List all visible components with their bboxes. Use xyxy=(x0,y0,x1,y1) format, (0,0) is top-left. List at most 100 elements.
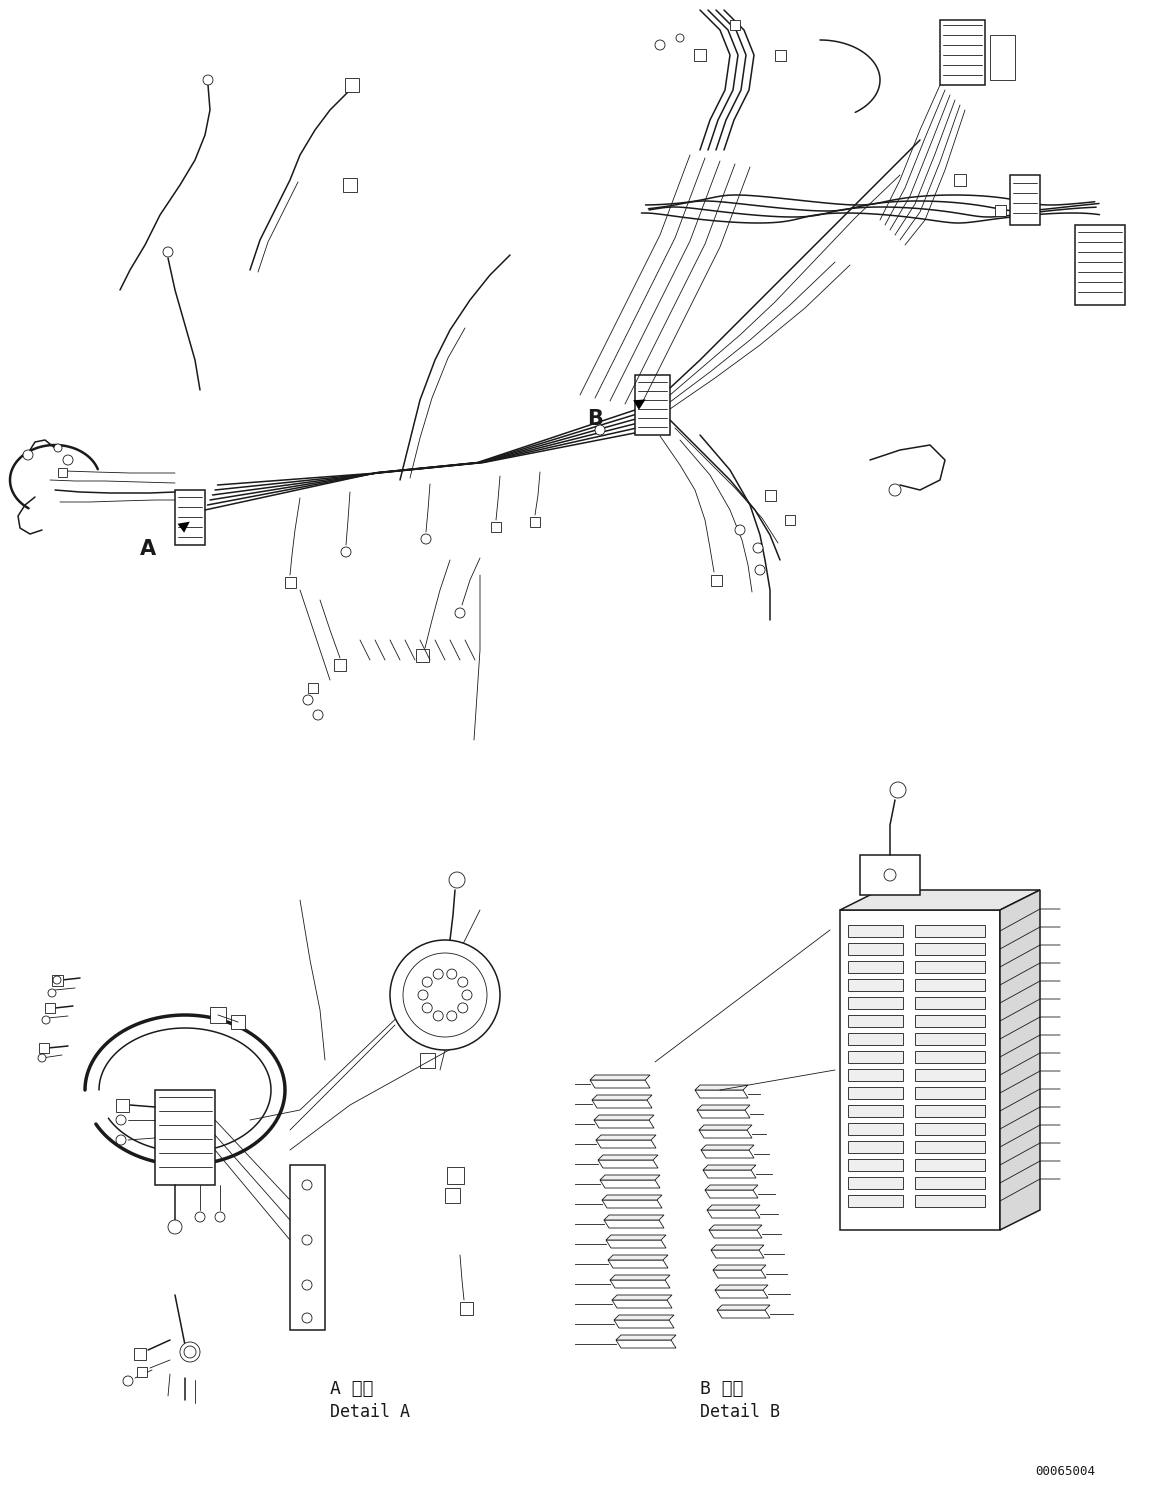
Polygon shape xyxy=(718,1305,770,1309)
Polygon shape xyxy=(608,1260,668,1268)
Bar xyxy=(954,174,966,186)
Polygon shape xyxy=(709,1231,762,1238)
Polygon shape xyxy=(616,1335,676,1341)
Circle shape xyxy=(184,1347,197,1359)
Bar xyxy=(996,205,1006,216)
Bar xyxy=(848,1051,902,1062)
Circle shape xyxy=(421,534,431,545)
Bar xyxy=(848,943,902,955)
Circle shape xyxy=(433,969,443,979)
Bar xyxy=(915,943,985,955)
Circle shape xyxy=(390,940,500,1051)
Polygon shape xyxy=(614,1320,675,1327)
Bar xyxy=(848,1195,902,1207)
Polygon shape xyxy=(602,1199,662,1208)
Bar xyxy=(840,911,1000,1231)
Polygon shape xyxy=(702,1165,756,1170)
Polygon shape xyxy=(594,1115,654,1120)
Bar xyxy=(915,1051,985,1062)
Polygon shape xyxy=(604,1216,664,1220)
Circle shape xyxy=(116,1115,126,1125)
Bar xyxy=(530,516,540,527)
Polygon shape xyxy=(697,1110,750,1117)
Bar xyxy=(915,1068,985,1080)
Bar xyxy=(785,515,795,525)
Bar xyxy=(345,77,359,92)
Circle shape xyxy=(458,978,468,987)
Bar xyxy=(848,979,902,991)
Text: A: A xyxy=(140,539,156,559)
Circle shape xyxy=(449,872,465,888)
Polygon shape xyxy=(595,1140,656,1149)
Polygon shape xyxy=(707,1210,759,1219)
Polygon shape xyxy=(611,1275,670,1280)
Circle shape xyxy=(123,1376,133,1385)
Bar xyxy=(848,1106,902,1117)
Circle shape xyxy=(404,952,487,1037)
Polygon shape xyxy=(616,1341,676,1348)
Polygon shape xyxy=(697,1106,750,1110)
Text: 00065004: 00065004 xyxy=(1035,1466,1096,1478)
Circle shape xyxy=(302,1280,312,1290)
Bar xyxy=(58,469,67,478)
Polygon shape xyxy=(702,1170,756,1178)
Bar xyxy=(848,1015,902,1027)
Text: Detail A: Detail A xyxy=(330,1403,411,1421)
Bar xyxy=(848,926,902,937)
Bar xyxy=(52,975,63,987)
Circle shape xyxy=(433,1010,443,1021)
Bar xyxy=(848,1123,902,1135)
Circle shape xyxy=(884,869,896,881)
Circle shape xyxy=(63,455,73,464)
Bar xyxy=(848,1159,902,1171)
Circle shape xyxy=(447,1010,457,1021)
Polygon shape xyxy=(718,1309,770,1318)
Polygon shape xyxy=(606,1240,666,1248)
Bar xyxy=(290,1165,324,1330)
Bar xyxy=(915,1106,985,1117)
Text: B 詳細: B 詳細 xyxy=(700,1379,743,1399)
Polygon shape xyxy=(611,1280,670,1289)
Polygon shape xyxy=(705,1184,758,1190)
Bar xyxy=(447,1167,464,1184)
Circle shape xyxy=(53,976,60,984)
Circle shape xyxy=(304,695,313,705)
Bar xyxy=(765,490,776,501)
Polygon shape xyxy=(614,1315,675,1320)
Bar xyxy=(915,1177,985,1189)
Polygon shape xyxy=(590,1074,650,1080)
Bar xyxy=(40,1043,49,1054)
Polygon shape xyxy=(592,1100,652,1109)
Circle shape xyxy=(195,1213,205,1222)
Bar xyxy=(915,979,985,991)
Bar xyxy=(137,1367,147,1376)
Bar xyxy=(285,577,297,588)
Circle shape xyxy=(313,710,323,720)
Polygon shape xyxy=(705,1190,758,1198)
Polygon shape xyxy=(612,1295,672,1301)
Polygon shape xyxy=(711,1250,764,1257)
Polygon shape xyxy=(699,1129,752,1138)
Bar xyxy=(848,961,902,973)
Bar xyxy=(848,997,902,1009)
Circle shape xyxy=(595,426,605,434)
Circle shape xyxy=(116,1135,126,1144)
Polygon shape xyxy=(840,890,1040,911)
Circle shape xyxy=(655,40,665,51)
Text: A 詳細: A 詳細 xyxy=(330,1379,373,1399)
Bar xyxy=(445,1187,461,1202)
Bar xyxy=(1009,176,1040,225)
Circle shape xyxy=(752,543,763,554)
Bar xyxy=(940,19,985,85)
Polygon shape xyxy=(602,1195,662,1199)
Circle shape xyxy=(735,525,745,536)
Bar xyxy=(915,1088,985,1100)
Bar xyxy=(848,1068,902,1080)
Polygon shape xyxy=(713,1265,766,1269)
Polygon shape xyxy=(701,1144,754,1150)
Circle shape xyxy=(676,34,684,42)
Bar xyxy=(915,961,985,973)
Circle shape xyxy=(48,990,56,997)
Polygon shape xyxy=(604,1220,664,1228)
Polygon shape xyxy=(709,1225,762,1231)
